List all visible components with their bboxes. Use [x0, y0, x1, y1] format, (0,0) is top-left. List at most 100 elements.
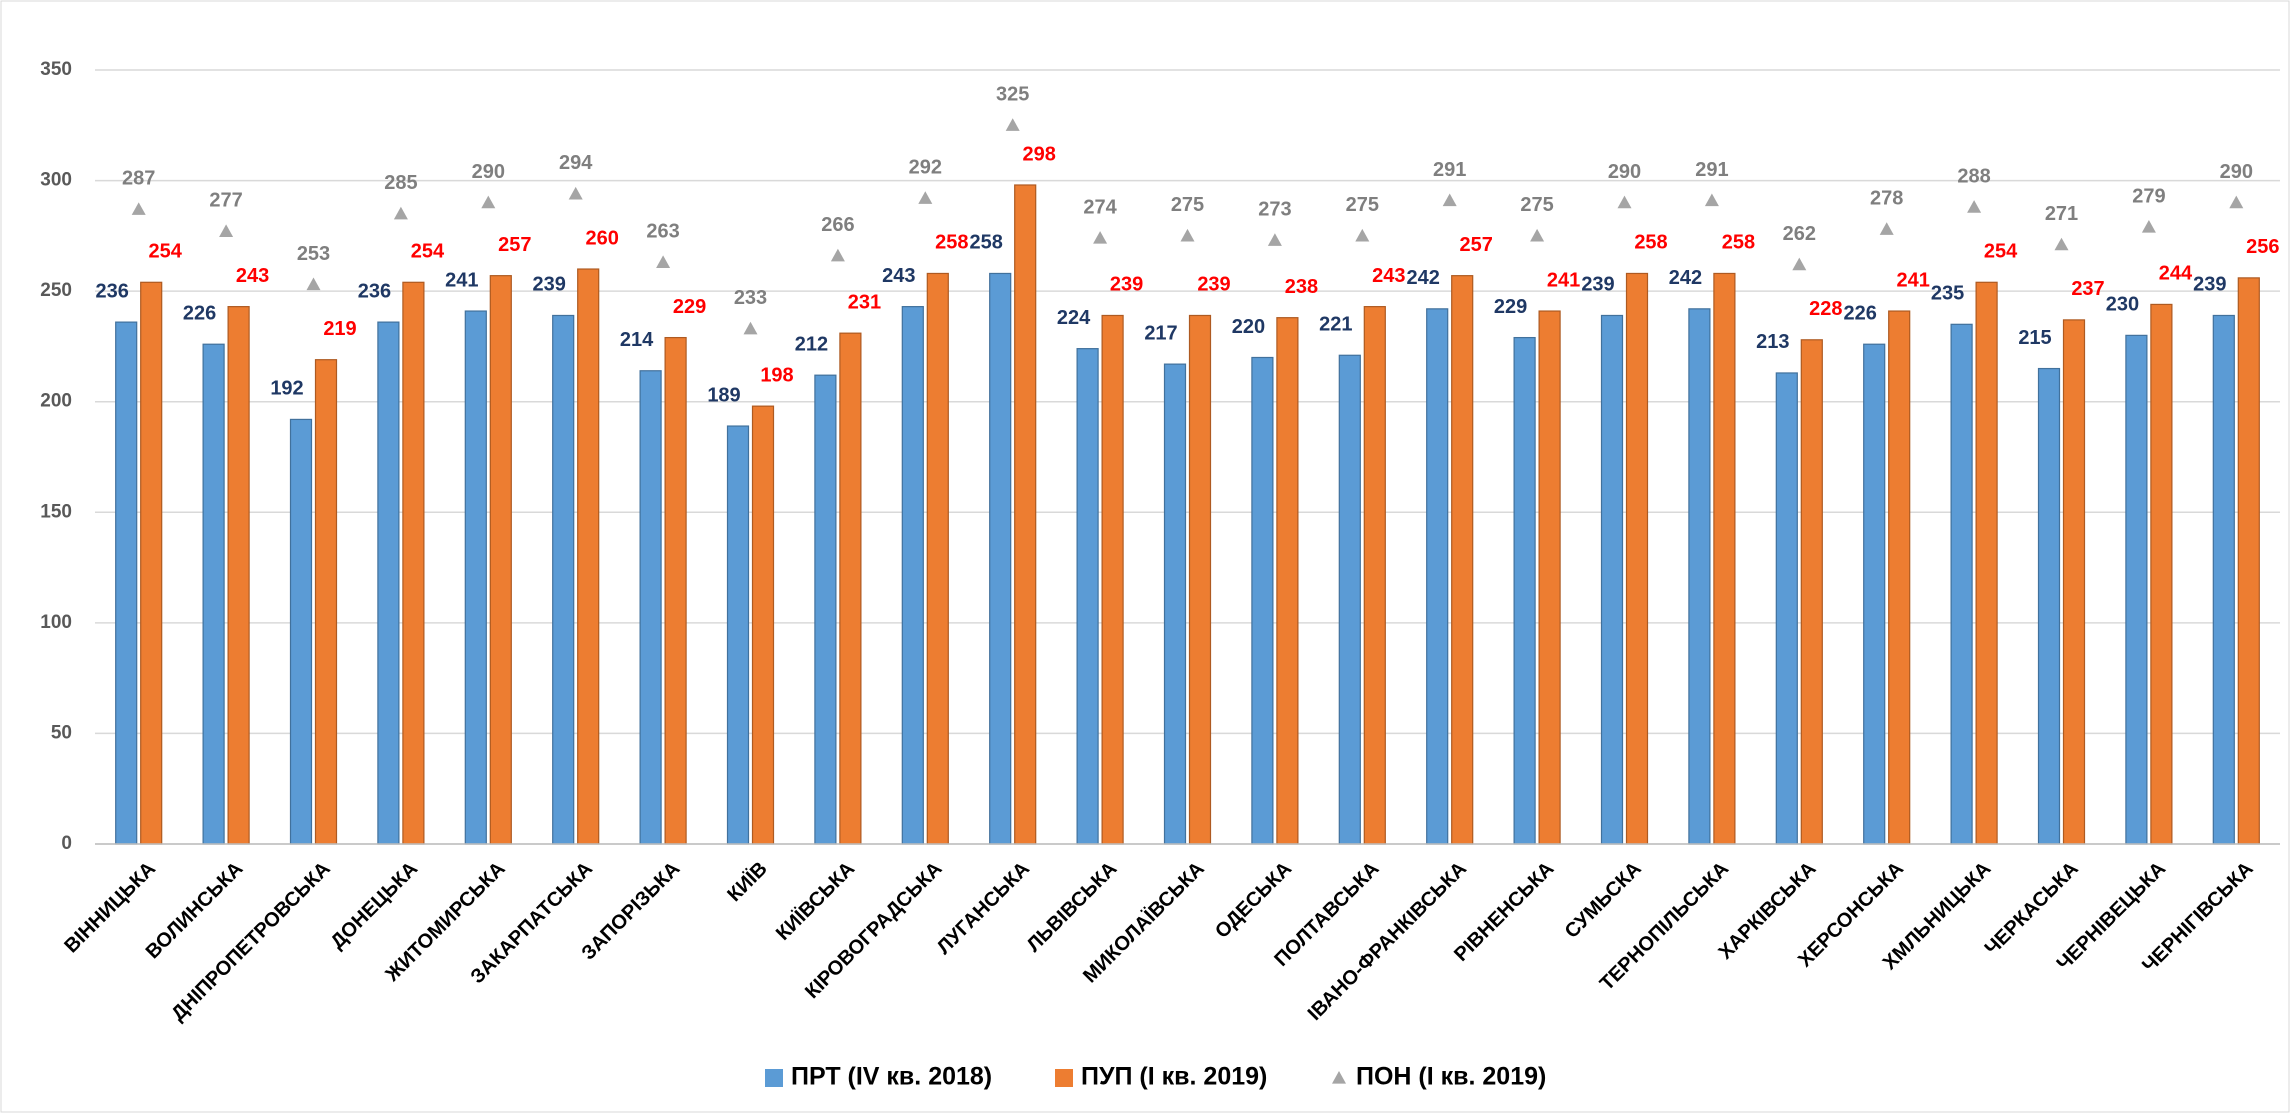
data-label: 243: [882, 265, 915, 287]
bar: [314, 359, 338, 845]
bar: [1775, 372, 1798, 845]
bar: [1014, 184, 1037, 845]
data-label: 285: [384, 172, 417, 194]
data-label: 239: [2193, 274, 2226, 296]
data-label: 239: [1197, 274, 1230, 296]
marker: [481, 195, 496, 209]
marker: [306, 277, 321, 291]
bar: [901, 306, 924, 845]
data-label: 254: [149, 241, 183, 263]
bar: [1863, 343, 1886, 845]
bar: [489, 275, 512, 845]
bar: [2237, 277, 2260, 845]
data-label: 226: [1844, 302, 1877, 324]
legend-swatch: [765, 1069, 783, 1087]
y-tick-label: 300: [40, 170, 72, 191]
data-label: 214: [620, 329, 654, 351]
bar: [2212, 314, 2235, 845]
bar: [1276, 317, 1299, 845]
data-label: 257: [1460, 234, 1493, 256]
data-label: 287: [122, 168, 155, 190]
marker: [918, 191, 933, 204]
marker: [1792, 257, 1807, 271]
bar: [1163, 363, 1187, 845]
marker: [743, 321, 758, 335]
bar: [989, 272, 1012, 845]
bar: [2125, 334, 2148, 845]
data-label: 253: [297, 243, 330, 265]
data-label: 271: [2045, 203, 2078, 225]
data-label: 254: [1984, 241, 2018, 263]
bar: [1363, 306, 1386, 845]
bar: [377, 321, 400, 845]
marker: [1442, 193, 1457, 207]
data-label: 215: [2018, 327, 2051, 349]
bar: [1538, 310, 1561, 845]
bar: [1713, 272, 1736, 845]
data-label: 290: [2220, 161, 2253, 183]
bar: [1688, 308, 1711, 845]
marker: [2054, 237, 2069, 251]
data-label: 229: [1494, 296, 1527, 318]
marker: [219, 224, 234, 238]
bar: [577, 268, 600, 845]
bar: [402, 281, 425, 845]
bar: [464, 310, 487, 845]
marker: [1093, 231, 1108, 244]
data-label: 224: [1057, 307, 1091, 329]
bar: [1338, 354, 1361, 845]
data-label: 236: [96, 280, 129, 302]
marker: [830, 248, 845, 262]
legend-label: ПУП (І кв. 2019): [1081, 1063, 1267, 1091]
data-label: 233: [734, 287, 767, 309]
data-label: 254: [411, 241, 445, 263]
data-label: 241: [1547, 269, 1580, 291]
data-label: 325: [996, 84, 1029, 106]
bar: [1188, 314, 1212, 845]
data-label: 243: [236, 265, 269, 287]
marker: [1967, 200, 1982, 213]
data-label: 226: [183, 302, 216, 324]
data-label: 242: [1669, 267, 1702, 289]
data-label: 292: [909, 157, 942, 179]
data-label: 192: [270, 378, 303, 400]
y-tick-label: 150: [40, 501, 72, 522]
data-label: 290: [472, 161, 505, 183]
marker: [1879, 222, 1894, 235]
marker: [1005, 118, 1020, 131]
data-label: 244: [2159, 263, 2193, 285]
legend-swatch: [1332, 1071, 1346, 1084]
marker: [2141, 220, 2156, 233]
legend-label: ПРТ (IV кв. 2018): [791, 1063, 992, 1091]
bar: [227, 306, 250, 845]
marker: [393, 206, 408, 220]
bar: [2062, 319, 2086, 845]
data-label: 243: [1372, 265, 1405, 287]
marker: [2229, 195, 2244, 209]
y-tick-label: 100: [40, 612, 72, 633]
marker: [656, 255, 671, 268]
marker: [1267, 233, 1282, 246]
data-label: 260: [586, 227, 619, 249]
data-label: 228: [1809, 298, 1842, 320]
bar: [1513, 336, 1536, 845]
marker: [1355, 228, 1370, 242]
data-label: 239: [1110, 274, 1143, 296]
bar: [1600, 314, 1624, 845]
data-label: 213: [1756, 331, 1789, 353]
data-label: 230: [2106, 294, 2139, 316]
marker: [1180, 228, 1195, 242]
bar: [814, 374, 837, 845]
bar: [664, 336, 687, 845]
bar: [639, 370, 662, 845]
data-label: 231: [848, 291, 881, 313]
data-label: 219: [323, 318, 356, 340]
data-label: 220: [1232, 316, 1265, 338]
data-label: 279: [2132, 185, 2165, 207]
y-tick-label: 0: [61, 833, 72, 854]
data-label: 237: [2071, 278, 2104, 300]
bar: [552, 314, 575, 845]
marker: [1530, 228, 1545, 242]
y-tick-label: 50: [51, 722, 72, 743]
